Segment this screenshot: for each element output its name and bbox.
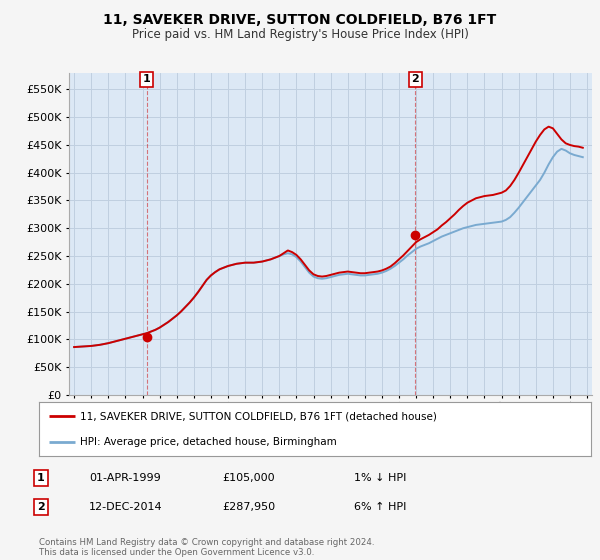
Text: 2: 2 bbox=[37, 502, 44, 512]
Text: Contains HM Land Registry data © Crown copyright and database right 2024.
This d: Contains HM Land Registry data © Crown c… bbox=[39, 538, 374, 557]
Text: 1: 1 bbox=[37, 473, 44, 483]
Text: 6% ↑ HPI: 6% ↑ HPI bbox=[354, 502, 406, 512]
Text: 2: 2 bbox=[412, 74, 419, 85]
Text: 1: 1 bbox=[143, 74, 151, 85]
Text: £105,000: £105,000 bbox=[222, 473, 275, 483]
Text: 1% ↓ HPI: 1% ↓ HPI bbox=[354, 473, 406, 483]
Text: 01-APR-1999: 01-APR-1999 bbox=[89, 473, 161, 483]
Text: Price paid vs. HM Land Registry's House Price Index (HPI): Price paid vs. HM Land Registry's House … bbox=[131, 28, 469, 41]
Text: 11, SAVEKER DRIVE, SUTTON COLDFIELD, B76 1FT (detached house): 11, SAVEKER DRIVE, SUTTON COLDFIELD, B76… bbox=[80, 412, 437, 421]
Text: 12-DEC-2014: 12-DEC-2014 bbox=[89, 502, 163, 512]
Text: £287,950: £287,950 bbox=[222, 502, 275, 512]
Text: 11, SAVEKER DRIVE, SUTTON COLDFIELD, B76 1FT: 11, SAVEKER DRIVE, SUTTON COLDFIELD, B76… bbox=[103, 13, 497, 27]
Text: HPI: Average price, detached house, Birmingham: HPI: Average price, detached house, Birm… bbox=[80, 437, 337, 446]
